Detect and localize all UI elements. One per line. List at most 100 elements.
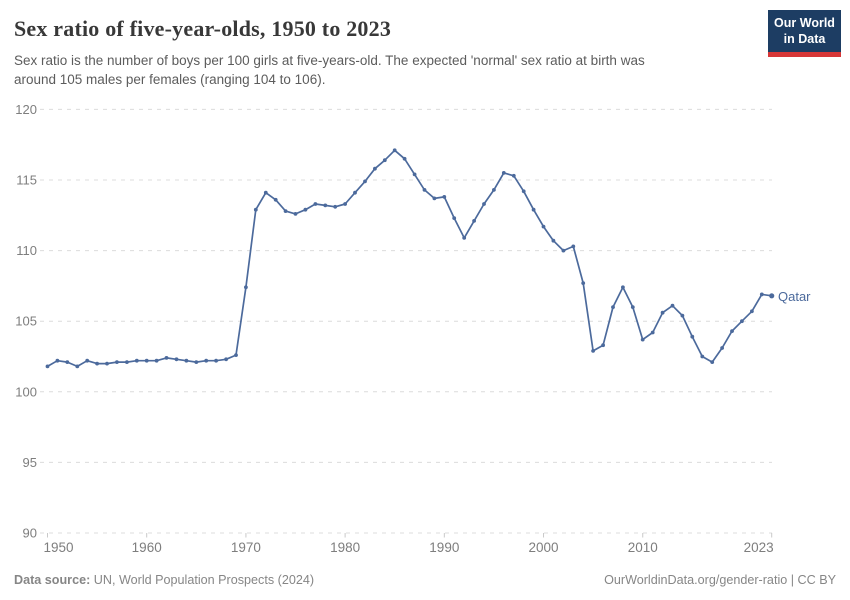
credit-link[interactable]: OurWorldinData.org/gender-ratio | CC BY (604, 573, 836, 587)
data-point-marker[interactable] (422, 188, 427, 192)
data-point-marker[interactable] (184, 358, 189, 363)
data-point-marker[interactable] (144, 358, 149, 363)
data-point-marker[interactable] (531, 207, 536, 212)
data-point-marker[interactable] (571, 244, 576, 249)
chart-footer: Data source: UN, World Population Prospe… (14, 573, 836, 587)
data-point-marker[interactable] (134, 358, 139, 363)
x-tick-label: 2023 (744, 540, 774, 555)
data-point-marker[interactable] (214, 358, 219, 363)
data-point-marker[interactable] (95, 361, 99, 366)
data-point-marker[interactable] (224, 357, 229, 362)
subtitle-line-2: around 105 males per females (ranging 10… (14, 72, 326, 88)
data-point-marker[interactable] (85, 358, 90, 363)
data-point-marker[interactable] (521, 189, 526, 194)
y-tick-label: 110 (16, 243, 37, 258)
owid-logo-line2: in Data (783, 32, 826, 47)
chart-subtitle: Sex ratio is the number of boys per 100 … (14, 51, 734, 89)
data-point-marker[interactable] (263, 190, 268, 195)
data-point-marker[interactable] (154, 358, 159, 363)
owid-logo[interactable]: Our World in Data (768, 10, 841, 57)
qatar-line[interactable] (46, 149, 773, 368)
data-point-marker[interactable] (244, 285, 248, 290)
data-point-marker[interactable] (164, 356, 169, 360)
data-source-text: Data source: UN, World Population Prospe… (14, 573, 314, 587)
data-point-marker[interactable] (511, 173, 516, 178)
series-qatar[interactable] (45, 148, 775, 369)
x-tick-label: 1970 (231, 540, 261, 555)
data-point-marker[interactable] (690, 334, 695, 339)
data-point-marker[interactable] (492, 188, 496, 192)
data-point-marker[interactable] (621, 285, 625, 290)
data-point-marker[interactable] (611, 305, 615, 309)
data-point-marker[interactable] (105, 361, 109, 366)
y-tick-label: 105 (15, 314, 37, 329)
data-point-marker[interactable] (561, 248, 566, 253)
data-point-marker[interactable] (253, 207, 258, 212)
x-tick-label: 1960 (132, 540, 162, 555)
data-point-marker[interactable] (591, 349, 595, 353)
data-source-label: Data source: (14, 573, 91, 587)
data-point-marker[interactable] (640, 337, 645, 342)
data-point-marker[interactable] (650, 330, 655, 335)
data-point-marker[interactable] (293, 212, 298, 216)
data-point-marker[interactable] (382, 158, 387, 163)
data-point-marker[interactable] (45, 364, 50, 369)
data-point-marker[interactable] (759, 292, 764, 297)
x-tick-label: 1990 (429, 540, 459, 555)
data-point-marker[interactable] (194, 360, 199, 364)
data-point-marker[interactable] (501, 171, 506, 175)
data-point-marker[interactable] (303, 207, 308, 212)
data-point-marker[interactable] (720, 346, 724, 350)
data-point-marker[interactable] (700, 354, 705, 359)
data-point-marker[interactable] (740, 319, 744, 324)
series-label-qatar[interactable]: Qatar (778, 289, 811, 304)
data-point-marker[interactable] (541, 224, 546, 229)
data-point-marker[interactable] (75, 364, 80, 369)
data-point-marker[interactable] (115, 360, 119, 364)
x-tick-label: 1980 (330, 540, 360, 555)
data-point-marker[interactable] (630, 305, 635, 309)
y-tick-label: 120 (15, 102, 37, 117)
data-point-marker[interactable] (333, 204, 338, 209)
data-point-marker[interactable] (353, 190, 357, 195)
chart-header: Sex ratio of five-year-olds, 1950 to 202… (14, 14, 750, 89)
data-point-marker[interactable] (174, 357, 179, 362)
data-point-marker[interactable] (482, 202, 486, 206)
data-point-marker[interactable] (551, 238, 556, 243)
data-point-marker[interactable] (462, 236, 467, 240)
x-tick-label: 1950 (44, 540, 74, 555)
data-point-marker[interactable] (402, 156, 407, 161)
data-point-marker[interactable] (412, 172, 417, 177)
data-point-marker[interactable] (343, 202, 347, 206)
data-point-marker[interactable] (313, 202, 318, 206)
data-point-marker[interactable] (125, 360, 129, 364)
data-point-marker[interactable] (323, 203, 328, 208)
x-tick-label: 2000 (529, 540, 559, 555)
data-point-marker[interactable] (710, 360, 715, 364)
data-point-marker[interactable] (442, 195, 447, 199)
data-point-marker[interactable] (234, 353, 238, 357)
data-point-marker[interactable] (452, 216, 457, 221)
data-point-marker[interactable] (750, 309, 754, 314)
data-point-marker[interactable] (392, 148, 397, 153)
data-point-marker[interactable] (601, 343, 605, 348)
data-point-marker[interactable] (581, 281, 586, 285)
data-point-marker[interactable] (273, 197, 278, 202)
data-point-marker[interactable] (65, 360, 70, 364)
data-point-marker[interactable] (363, 179, 367, 184)
page-title: Sex ratio of five-year-olds, 1950 to 202… (14, 16, 392, 41)
data-point-marker[interactable] (432, 196, 437, 201)
data-point-marker[interactable] (204, 358, 209, 363)
data-point-marker[interactable] (680, 313, 685, 318)
data-point-marker[interactable] (730, 329, 734, 333)
data-point-marker[interactable] (769, 293, 775, 299)
data-point-marker[interactable] (660, 310, 665, 315)
data-point-marker[interactable] (283, 209, 288, 214)
data-point-marker[interactable] (373, 166, 377, 171)
data-point-marker[interactable] (472, 219, 476, 223)
y-tick-label: 100 (15, 384, 37, 399)
data-source-value: UN, World Population Prospects (2024) (90, 573, 315, 587)
data-point-marker[interactable] (55, 358, 60, 363)
data-point-marker[interactable] (670, 303, 675, 308)
